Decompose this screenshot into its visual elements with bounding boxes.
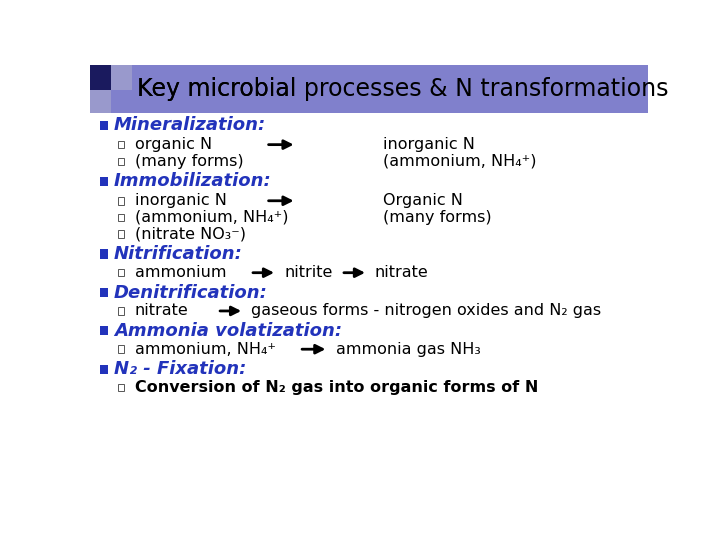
Text: inorganic N: inorganic N [383,137,474,152]
Text: Immobilization:: Immobilization: [114,172,271,190]
Bar [100,364,108,374]
Text: Conversion of N₂ gas into organic forms of N: Conversion of N₂ gas into organic forms … [135,380,538,395]
Bar [100,288,108,297]
Bar [90,90,111,113]
Text: ammonium, NH₄⁺: ammonium, NH₄⁺ [135,342,276,357]
Text: ammonium: ammonium [135,265,226,280]
Text: Key microbial processes & N transformations: Key microbial processes & N transformati… [138,77,669,101]
Bar [100,120,108,130]
Text: (many forms): (many forms) [383,210,492,225]
Bar [90,65,648,113]
Bar [117,269,124,276]
Text: nitrate: nitrate [374,265,428,280]
Text: nitrate: nitrate [135,303,189,319]
Text: organic N: organic N [135,137,212,152]
Bar [100,249,108,259]
Bar [117,384,124,391]
Text: ammonia gas NH₃: ammonia gas NH₃ [336,342,481,357]
Bar [100,326,108,335]
Text: (many forms): (many forms) [135,154,243,169]
Bar [117,141,124,148]
Text: Key microbial: Key microbial [138,77,305,101]
Text: N₂ - Fixation:: N₂ - Fixation: [114,360,246,378]
Text: Ammonia volatization:: Ammonia volatization: [114,322,342,340]
Text: gaseous forms - nitrogen oxides and N₂ gas: gaseous forms - nitrogen oxides and N₂ g… [251,303,601,319]
Bar [117,346,124,353]
Bar [117,158,124,165]
Bar [117,230,124,238]
Text: Nitrification:: Nitrification: [114,245,243,263]
Text: (ammonium, NH₄⁺): (ammonium, NH₄⁺) [383,154,536,169]
Bar [111,65,132,90]
Bar [90,65,111,90]
Bar [117,214,124,221]
Text: Mineralization:: Mineralization: [114,116,266,134]
Bar [117,307,124,315]
Text: nitrite: nitrite [284,265,333,280]
Bar [117,197,124,205]
Text: (nitrate NO₃⁻): (nitrate NO₃⁻) [135,227,246,241]
Text: Organic N: Organic N [383,193,463,208]
Text: (ammonium, NH₄⁺): (ammonium, NH₄⁺) [135,210,288,225]
Text: inorganic N: inorganic N [135,193,227,208]
Text: Denitrification:: Denitrification: [114,284,268,302]
Bar [100,177,108,186]
